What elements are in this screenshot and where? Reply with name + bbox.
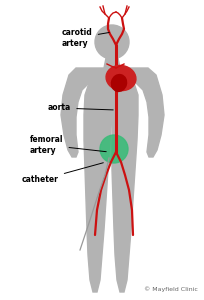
Text: femoral
artery: femoral artery xyxy=(30,135,106,155)
Circle shape xyxy=(100,135,128,163)
Polygon shape xyxy=(104,58,120,68)
Polygon shape xyxy=(112,80,138,292)
Text: carotid
artery: carotid artery xyxy=(62,28,109,48)
Ellipse shape xyxy=(111,75,126,92)
Polygon shape xyxy=(61,68,164,157)
Text: aorta: aorta xyxy=(48,103,113,112)
Ellipse shape xyxy=(106,65,136,91)
Text: catheter: catheter xyxy=(22,163,103,184)
Polygon shape xyxy=(84,80,113,292)
Circle shape xyxy=(95,25,129,59)
Text: © Mayfield Clinic: © Mayfield Clinic xyxy=(144,286,198,292)
